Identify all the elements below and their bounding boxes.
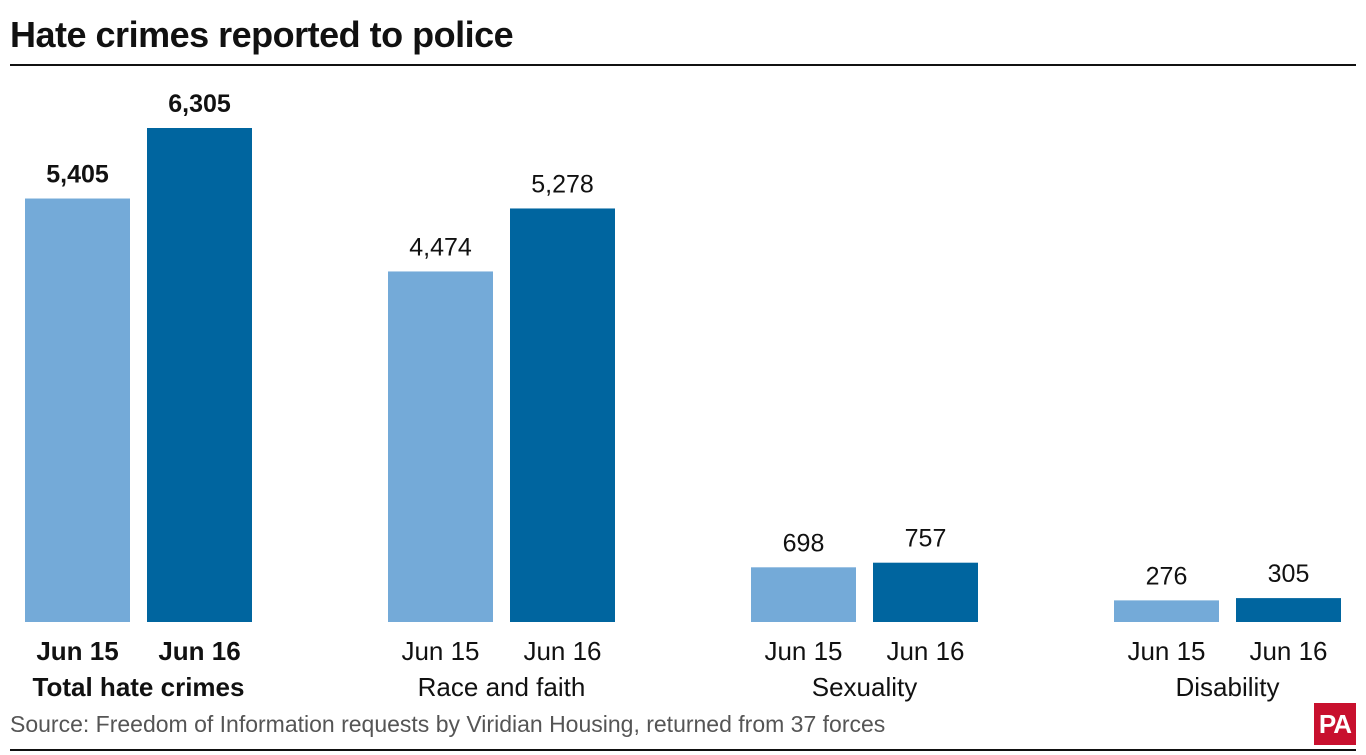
bar-1-0 [388, 271, 493, 622]
bar-2-0 [751, 567, 856, 622]
bar-0-0 [25, 198, 130, 623]
value-label: 5,278 [531, 170, 594, 198]
category-label: Disability [1175, 672, 1279, 702]
series-tick-label: Jun 15 [401, 636, 479, 666]
value-label: 4,474 [409, 233, 472, 261]
bar-3-0 [1114, 600, 1219, 622]
category-label: Total hate crimes [33, 672, 245, 702]
series-tick-label: Jun 15 [36, 636, 118, 666]
series-tick-label: Jun 16 [158, 636, 240, 666]
value-label: 276 [1146, 562, 1188, 590]
value-label: 305 [1268, 560, 1310, 588]
series-tick-label: Jun 15 [1127, 636, 1205, 666]
bar-3-1 [1236, 598, 1341, 622]
chart-title: Hate crimes reported to police [10, 14, 514, 55]
category-label: Race and faith [418, 672, 586, 702]
value-label: 757 [905, 525, 947, 553]
series-tick-label: Jun 16 [523, 636, 601, 666]
category-label: Sexuality [812, 672, 918, 702]
series-tick-label: Jun 16 [886, 636, 964, 666]
bar-2-1 [873, 562, 978, 622]
pa-logo: PA [1314, 703, 1356, 745]
source-note: Source: Freedom of Information requests … [10, 711, 886, 737]
series-tick-label: Jun 16 [1249, 636, 1327, 666]
series-tick-label: Jun 15 [764, 636, 842, 666]
value-label: 5,405 [46, 161, 109, 189]
value-label: 6,305 [168, 90, 231, 118]
bar-1-1 [510, 208, 615, 622]
bar-0-1 [147, 128, 252, 622]
title-rule [10, 64, 1356, 66]
value-label: 698 [783, 529, 825, 557]
bottom-rule [10, 749, 1356, 751]
